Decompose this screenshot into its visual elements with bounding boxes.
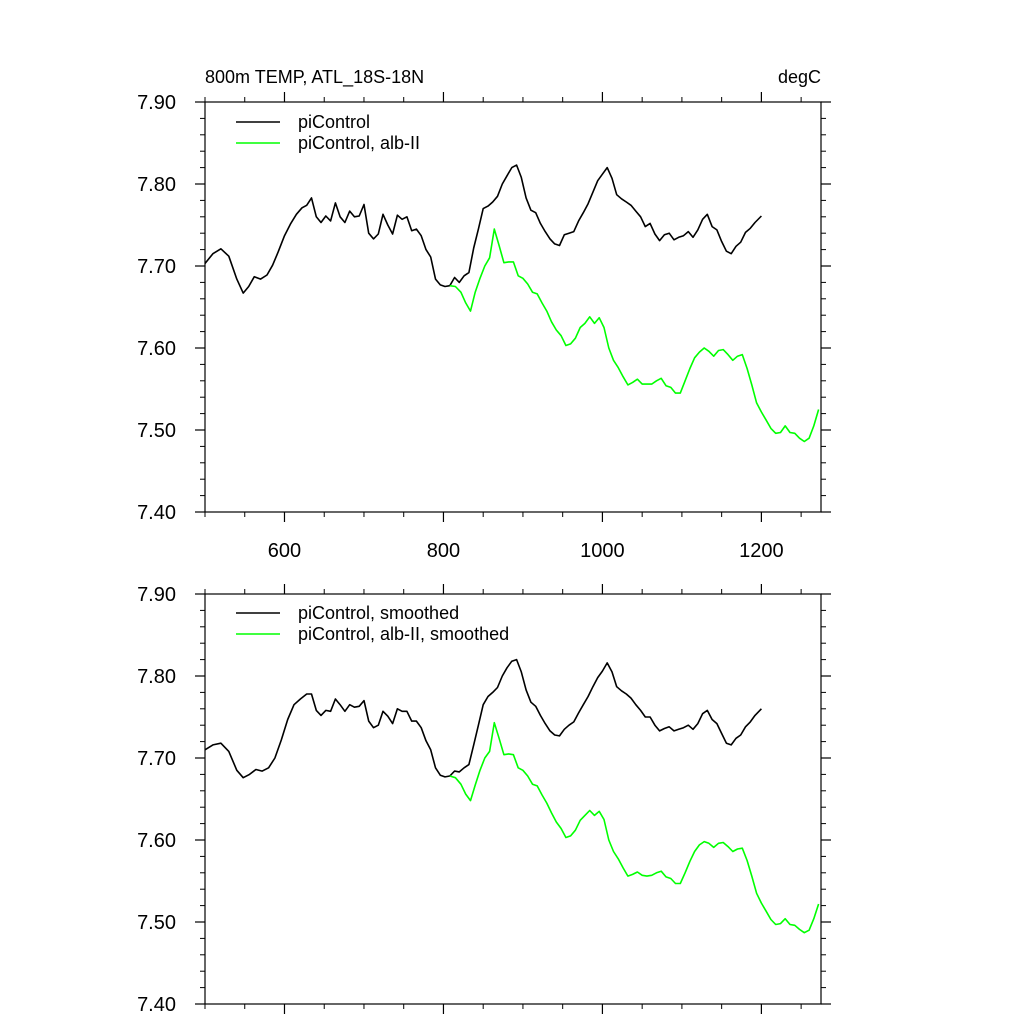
legend-label-picontrol-alb-ii-smoothed: piControl, alb-II, smoothed <box>298 624 509 644</box>
y-tick-label: 7.60 <box>137 338 176 360</box>
plot-frame <box>204 593 822 1005</box>
y-tick-label: 7.50 <box>137 420 176 442</box>
series-line-picontrol <box>204 164 762 294</box>
y-tick-label: 7.70 <box>137 256 176 278</box>
x-tick-label: 600 <box>268 540 301 562</box>
series-line-picontrol <box>204 658 762 779</box>
legend: piControl piControl, alb-II <box>236 112 420 153</box>
plot-frame <box>204 101 822 513</box>
y-tick-label: 7.60 <box>137 830 176 852</box>
series-line-picontrol-alb-ii <box>449 228 820 443</box>
chart-units: degC <box>778 67 821 87</box>
y-tick-label: 7.90 <box>137 92 176 114</box>
axis-ticks <box>195 584 831 1014</box>
chart-title: 800m TEMP, ATL_18S-18N <box>205 67 424 88</box>
legend-label-picontrol-smoothed: piControl, smoothed <box>298 603 459 623</box>
y-tick-labels: 7.40 7.50 7.60 7.70 7.80 7.90 <box>137 584 176 1016</box>
series-lines <box>204 658 820 934</box>
legend: piControl, smoothed piControl, alb-II, s… <box>236 603 509 644</box>
y-tick-label: 7.90 <box>137 584 176 606</box>
y-tick-label: 7.40 <box>137 994 176 1016</box>
y-tick-label: 7.80 <box>137 174 176 196</box>
series-lines <box>204 164 820 443</box>
x-tick-label: 1000 <box>580 540 625 562</box>
x-tick-label: 1200 <box>739 540 784 562</box>
y-tick-labels: 7.40 7.50 7.60 7.70 7.80 7.90 <box>137 92 176 524</box>
x-tick-label: 800 <box>427 540 460 562</box>
y-tick-label: 7.70 <box>137 748 176 770</box>
top-panel: 800m TEMP, ATL_18S-18N degC 7.40 7.50 7.60… <box>137 67 831 562</box>
axis-ticks <box>195 92 831 522</box>
y-tick-label: 7.80 <box>137 666 176 688</box>
bottom-panel: 7.40 7.50 7.60 7.70 7.80 7.90 piControl, smoo… <box>137 584 831 1016</box>
y-tick-label: 7.50 <box>137 912 176 934</box>
legend-label-picontrol: piControl <box>298 112 370 132</box>
y-tick-label: 7.40 <box>137 502 176 524</box>
legend-label-picontrol-alb-ii: piControl, alb-II <box>298 133 420 153</box>
series-line-picontrol-alb-ii <box>449 721 820 934</box>
x-tick-labels: 600 800 1000 1200 <box>268 540 784 562</box>
